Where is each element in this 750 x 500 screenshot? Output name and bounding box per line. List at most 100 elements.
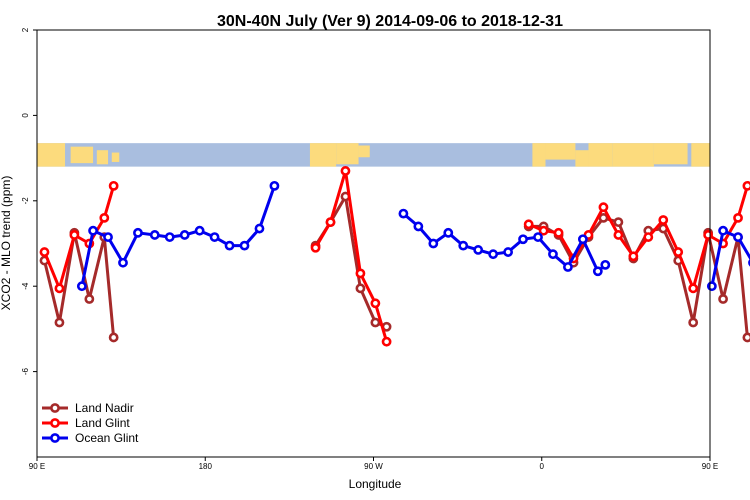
data-point-2-1-6 [488,249,499,260]
x-tick-label-4: 90 E [702,462,718,471]
data-point-1-2-9 [658,215,669,225]
data-point-2-0-5 [149,230,160,240]
data-point-2-0-13 [269,180,280,191]
data-point-1-1-0 [310,242,321,253]
map-land-3 [111,152,120,162]
data-point-1-2-7 [628,251,639,262]
map-land-10 [588,143,613,167]
data-point-1-1-2 [340,166,351,176]
map-land-2 [96,150,109,165]
plot-frame [36,29,711,458]
data-point-1-1-4 [370,298,381,309]
data-point-1-2-0 [523,219,534,230]
data-point-1-2-5 [598,202,609,213]
data-point-2-0-4 [133,227,143,238]
map-land-6 [358,145,370,158]
data-point-0-0-1 [54,317,65,328]
data-point-1-2-10 [673,247,684,257]
legend-marker-0 [50,403,60,413]
legend-label-1: Land Glint [75,416,130,430]
world-map-band [37,143,710,167]
data-point-2-1-10 [548,249,558,260]
data-point-1-0-0 [39,247,50,257]
series-line-1-1 [314,169,389,343]
data-point-0-1-3 [355,283,366,294]
legend-label-0: Land Nadir [75,401,134,415]
data-point-2-1-13 [592,266,603,277]
data-point-0-1-4 [370,317,381,328]
data-point-2-0-3 [118,257,128,268]
data-point-0-0-3 [84,294,95,304]
y-tick-label-0: 2 [21,27,30,32]
data-point-1-0-1 [54,283,65,294]
map-land-12 [653,143,688,165]
map-land-7 [532,143,546,167]
chart-title: 30N-40N July (Ver 9) 2014-09-06 to 2018-… [217,13,563,30]
data-point-1-2-15 [742,180,750,191]
series-ocean-glint [76,180,750,292]
data-point-2-1-3 [443,227,454,238]
series-layer [39,166,750,347]
data-point-2-0-9 [209,232,220,242]
data-point-2-0-12 [254,223,265,234]
series-line-0-0 [43,231,116,338]
map-land-0 [37,143,66,167]
data-point-2-0-11 [239,240,250,251]
data-point-0-0-5 [108,332,119,343]
data-point-2-1-11 [563,262,573,272]
data-point-1-2-2 [553,227,564,238]
data-point-2-0-2 [103,232,113,242]
map-land-4 [309,143,337,167]
series-line-1-2 [528,185,749,290]
legend-marker-2 [50,433,60,443]
data-point-1-2-6 [613,230,624,240]
data-point-2-1-9 [533,232,543,242]
y-axis: 2 0 -2 -4 -6 [21,27,37,375]
data-point-2-2-0 [706,281,717,292]
data-point-2-0-6 [164,232,175,242]
data-point-2-0-1 [88,225,98,236]
data-point-2-1-12 [577,234,588,245]
x-tick-label-0: 90 E [29,462,45,471]
data-point-1-2-14 [733,212,743,223]
y-tick-label-3: -4 [21,282,30,290]
data-point-1-1-1 [325,217,336,228]
y-tick-label-2: -2 [21,197,30,205]
data-point-1-0-2 [69,230,80,240]
x-tick-label-2: 90 W [364,462,383,471]
legend-label-2: Ocean Glint [75,431,139,445]
map-land-11 [612,143,654,167]
data-point-2-0-10 [224,240,235,251]
series-land-glint [39,166,750,347]
map-land-13 [691,143,710,167]
y-axis-label: XCO2 - MLO trend (ppm) [0,176,13,311]
x-axis: 90 E 180 90 W 0 90 E [29,457,718,471]
data-point-2-1-7 [503,247,513,257]
data-point-0-2-11 [688,317,699,328]
data-point-1-2-1 [538,225,549,236]
x-tick-label-1: 180 [199,462,213,471]
y-tick-label-4: -6 [21,367,30,375]
data-point-2-0-7 [179,230,190,240]
data-point-1-2-8 [643,232,654,242]
legend-marker-1 [50,418,60,428]
data-point-0-2-15 [742,332,750,343]
data-point-2-1-2 [428,238,439,249]
y-tick-label-1: 0 [21,113,30,118]
data-point-1-0-5 [108,180,119,191]
data-point-0-2-5 [598,212,609,223]
map-land-8 [545,143,576,160]
x-axis-label: Longitude [349,477,402,491]
data-point-2-1-0 [398,208,409,219]
data-point-2-1-8 [518,234,528,245]
data-point-0-2-13 [718,294,728,304]
x-tick-label-3: 0 [540,462,545,471]
series-line-1-0 [43,185,116,290]
map-land-1 [70,146,94,164]
data-point-2-1-1 [413,221,424,232]
data-point-1-1-3 [355,268,366,279]
